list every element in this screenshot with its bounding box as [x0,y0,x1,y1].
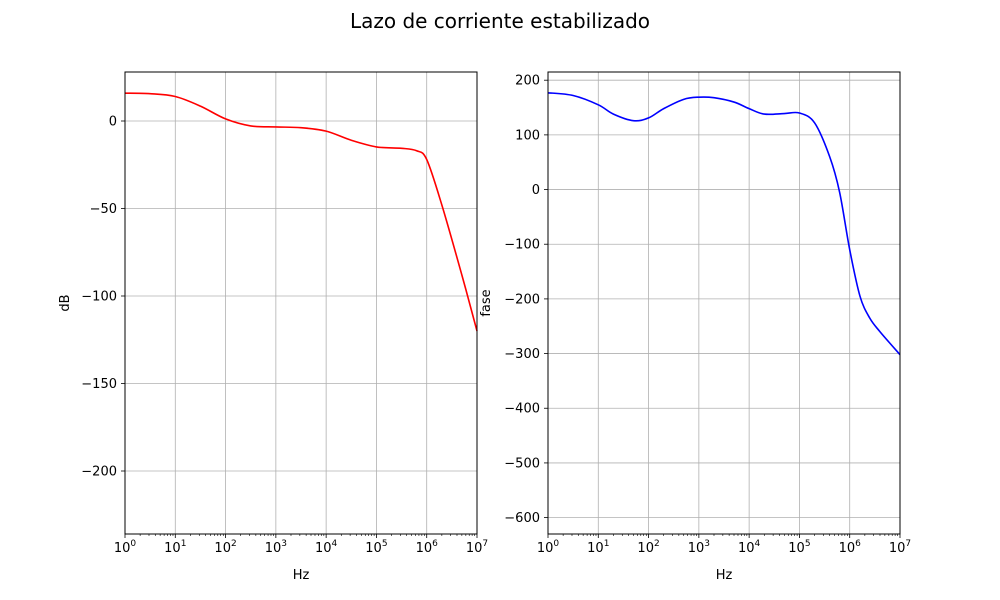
phase-series-line [547,91,901,356]
magnitude-x-tick-label: 102 [214,539,236,556]
phase-y-tick-label: −200 [504,292,540,307]
phase-y-tick-label: −500 [504,456,540,471]
magnitude-ylabel: dB [58,294,73,311]
phase-x-tick-label: 104 [738,539,761,556]
phase-xlabel: Hz [716,568,733,583]
magnitude-x-tick-label: 107 [466,539,488,556]
magnitude-y-tick-label: −50 [90,202,117,217]
magnitude-x-tick-label: 105 [365,539,387,556]
magnitude-axes-frame [124,71,478,535]
magnitude-axes: 100 101 102 103 104 105 106 107 0 −50 −100 −150 −200… [58,71,488,583]
phase-axes: 100 101 102 103 104 105 106 107 200 100 0 −100 −200 −… [479,71,911,583]
figure-title: Lazo de corriente estabilizado [350,9,650,33]
phase-y-tick-label: 100 [515,128,540,143]
magnitude-x-tick-label: 100 [114,539,137,556]
magnitude-y-tick-label: −150 [81,377,117,392]
phase-ylabel: fase [479,289,494,316]
magnitude-series-line [124,92,478,332]
magnitude-y-tick-label: 0 [109,115,117,130]
phase-y-tick-label: 0 [532,183,540,198]
magnitude-x-tick-label: 103 [265,539,287,556]
phase-x-tick-label: 106 [839,539,862,556]
magnitude-x-tick-label: 104 [315,539,338,556]
phase-x-tick-label: 105 [788,539,810,556]
phase-x-tick-label: 102 [637,539,659,556]
phase-x-tick-label: 101 [587,539,609,556]
phase-y-tick-label: 200 [515,74,540,89]
magnitude-x-tick-label: 106 [416,539,439,556]
magnitude-xlabel: Hz [293,568,310,583]
phase-x-tick-label: 100 [537,539,560,556]
phase-y-tick-label: −300 [504,347,540,362]
magnitude-y-tick-label: −100 [81,290,117,305]
phase-x-tick-label: 103 [688,539,710,556]
phase-y-tick-label: −100 [504,238,540,253]
phase-axes-frame [547,71,901,535]
magnitude-y-tick-label: −200 [81,465,117,480]
phase-x-tick-label: 107 [889,539,911,556]
phase-y-tick-label: −600 [504,511,540,526]
phase-y-tick-label: −400 [504,402,540,417]
magnitude-x-tick-label: 101 [164,539,186,556]
